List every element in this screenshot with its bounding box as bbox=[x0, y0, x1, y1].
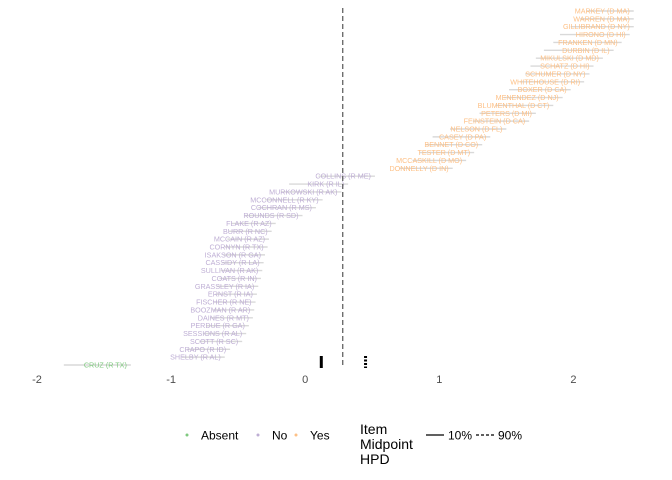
x-tick-label: 2 bbox=[570, 374, 576, 386]
legislator-label: SHELBY (R AL) bbox=[170, 353, 221, 362]
x-tick-label: -1 bbox=[166, 374, 176, 386]
legislator-label: MCCASKILL (D MO) bbox=[396, 156, 462, 165]
legislator-label: COATS (R IN) bbox=[212, 274, 257, 283]
legislator-label: MIKULSKI (D MD) bbox=[540, 54, 599, 63]
legend-hpd-10-label: 10% bbox=[448, 429, 472, 443]
legislator-label: COCHRAN (R MS) bbox=[251, 203, 312, 212]
legislator-label: MCCONNELL (R KY) bbox=[250, 195, 318, 204]
legend: Absent No Yes Item Midpoint HPD 10% 90% bbox=[185, 421, 522, 467]
legislator-label: CORNYN (R TX) bbox=[209, 243, 263, 252]
legislator-label: HIRONO (D HI) bbox=[576, 30, 626, 39]
legislator-label: CRAPO (R ID) bbox=[179, 345, 226, 354]
legislator-label: WHITEHOUSE (D RI) bbox=[510, 77, 580, 86]
legislator-label: SESSIONS (R AL) bbox=[183, 329, 242, 338]
legislator-label: CRUZ (R TX) bbox=[84, 361, 127, 370]
legend-title-line: HPD bbox=[360, 451, 390, 467]
item-midpoint-layer bbox=[319, 8, 368, 368]
legislator-label: WARREN (D MA) bbox=[573, 14, 629, 23]
legislator-labels: MARKEY (D MA)WARREN (D MA)GILLIBRAND (D … bbox=[84, 7, 630, 370]
legend-vote-key: Absent No Yes bbox=[185, 429, 330, 443]
legislator-label: CASSIDY (R LA) bbox=[205, 258, 259, 267]
legislator-label: BLUMENTHAL (D CT) bbox=[478, 101, 550, 110]
legislator-label: DAINES (R MT) bbox=[198, 313, 249, 322]
legend-no-label: No bbox=[272, 429, 288, 443]
hpd-interval-lines bbox=[63, 10, 634, 366]
legislator-label: KIRK (R IL) bbox=[307, 180, 344, 189]
legislator-label: FRANKEN (D MN) bbox=[558, 38, 618, 47]
legislator-label: PETERS (D MI) bbox=[481, 109, 532, 118]
legislator-label: MARKEY (D MA) bbox=[575, 7, 630, 16]
legend-absent-marker bbox=[185, 433, 189, 437]
legislator-label: GILLIBRAND (D NY) bbox=[563, 22, 630, 31]
legislator-label: BOOZMAN (R AR) bbox=[190, 305, 250, 314]
legislator-label: ISAKSON (R GA) bbox=[205, 250, 261, 259]
x-axis: -2 -1 0 1 2 bbox=[32, 374, 576, 386]
legislator-label: PERDUE (R GA) bbox=[191, 321, 245, 330]
legislator-label: FLAKE (R AZ) bbox=[226, 219, 272, 228]
legislator-label: ERNST (R IA) bbox=[208, 290, 253, 299]
legend-yes-marker bbox=[294, 433, 298, 437]
x-tick-label: -2 bbox=[32, 374, 42, 386]
legislator-label: DURBIN (D IL) bbox=[562, 46, 610, 55]
legend-hpd-key: 10% 90% bbox=[426, 429, 522, 443]
legislator-label: NELSON (D FL) bbox=[450, 125, 502, 134]
legislator-label: GRASSLEY (R IA) bbox=[195, 282, 254, 291]
legislator-label: BURR (R NC) bbox=[223, 227, 268, 236]
legislator-label: SCOTT (R SC) bbox=[190, 337, 238, 346]
legend-hpd-90-label: 90% bbox=[498, 429, 522, 443]
legend-title-line: Midpoint bbox=[360, 436, 413, 452]
legislator-label: MENENDEZ (D NJ) bbox=[496, 93, 559, 102]
legislator-label: BENNET (D CO) bbox=[424, 140, 478, 149]
legislator-label: SCHATZ (D HI) bbox=[540, 62, 589, 71]
legend-hpd-title: Item Midpoint HPD bbox=[360, 421, 413, 467]
legislator-label: FEINSTEIN (D CA) bbox=[464, 117, 526, 126]
legislator-label: FISCHER (R NE) bbox=[196, 298, 252, 307]
legislator-label: TESTER (D MT) bbox=[417, 148, 470, 157]
x-tick-label: 0 bbox=[302, 374, 308, 386]
legend-absent-label: Absent bbox=[201, 429, 239, 443]
legislator-label: SCHUMER (D NY) bbox=[525, 69, 585, 78]
legislator-label: MURKOWSKI (R AK) bbox=[269, 187, 337, 196]
legislator-label: BOXER (D CA) bbox=[518, 85, 567, 94]
legislator-label: ROUNDS (R SD) bbox=[243, 211, 298, 220]
legislator-label: SULLIVAN (R AK) bbox=[201, 266, 258, 275]
legend-yes-label: Yes bbox=[310, 429, 330, 443]
legend-title-line: Item bbox=[360, 421, 387, 437]
legend-no-marker bbox=[256, 433, 260, 437]
legislator-label: MCCAIN (R AZ) bbox=[214, 235, 265, 244]
x-tick-label: 1 bbox=[436, 374, 442, 386]
legislator-label: CASEY (D PA) bbox=[439, 132, 486, 141]
legislator-label: DONNELLY (D IN) bbox=[389, 164, 448, 173]
